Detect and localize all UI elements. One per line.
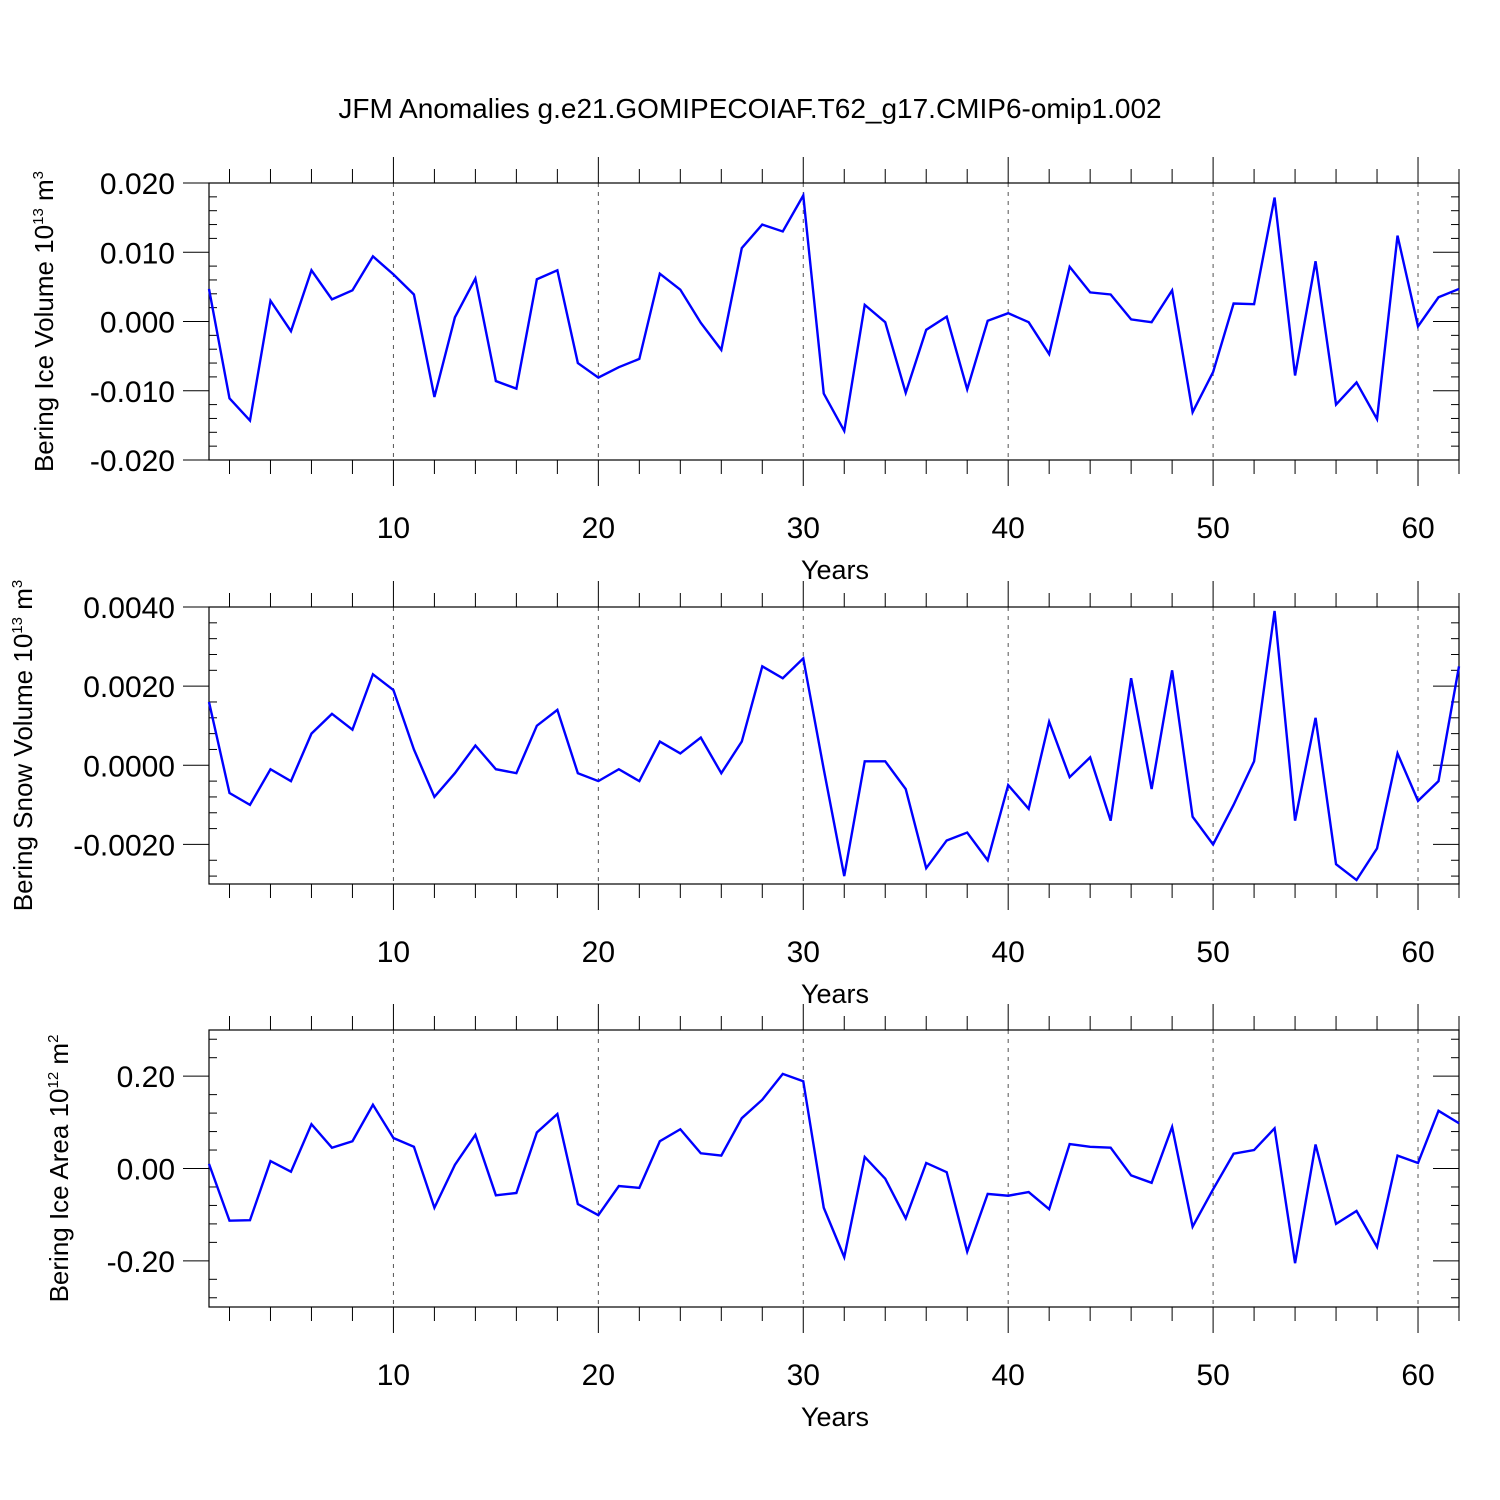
plot-frame [208,606,1460,885]
series-line-1 [207,1072,1460,1264]
x-tick-label: 10 [377,512,410,545]
x-tick-label: 10 [377,1359,410,1392]
y-tick-label: 0.010 [100,237,175,270]
y-label-unit-exponent: 3 [9,580,26,588]
y-label-unit: m [29,179,59,208]
x-tick-label: 60 [1401,1359,1434,1392]
plot-frame [208,1029,1460,1308]
x-tick-label: 30 [787,1359,820,1392]
x-tick-label: 10 [377,936,410,969]
x-tick-label: 40 [991,512,1024,545]
y-label-text: Bering Snow Volume 10 [8,634,38,912]
y-tick-label: 0.0020 [83,671,175,704]
y-label-unit: m [8,588,38,617]
x-tick-label: 50 [1196,936,1229,969]
y-label-text: Bering Ice Volume 10 [29,225,59,472]
y-axis-label: Bering Snow Volume 1013 m3 [8,580,38,911]
y-label-exponent: 13 [9,617,26,634]
x-tick-label: 20 [582,936,615,969]
y-tick-label: 0.00 [117,1154,175,1187]
y-tick-label: -0.020 [90,445,175,478]
x-tick-label: 50 [1196,512,1229,545]
y-tick-label: 0.000 [100,307,175,340]
x-axis-label: Years [801,979,869,1009]
x-tick-label: 20 [582,1359,615,1392]
plot-frame [208,182,1460,461]
x-axis-label: Years [801,1402,869,1432]
y-axis-label: Bering Ice Area 1012 m2 [44,1035,74,1303]
x-tick-label: 60 [1401,512,1434,545]
y-tick-label: 0.0040 [83,592,175,625]
y-label-unit: m [44,1043,74,1072]
figure-title: JFM Anomalies g.e21.GOMIPECOIAF.T62_g17.… [338,93,1161,124]
panel-1: -0.020 -0.010 0.000 0.010 0.020 10 20 30 40 50 60 Y… [29,157,1460,585]
y-tick-label: 0.020 [100,168,175,201]
y-label-exponent: 13 [30,208,47,225]
y-tick-label: 0.0000 [83,750,175,783]
series-line-1 [207,191,1460,435]
x-axis-label: Years [801,555,869,585]
x-tick-label: 40 [991,936,1024,969]
series-line-1 [207,610,1461,882]
y-tick-label: -0.0020 [73,829,175,862]
y-axis-label: Bering Ice Volume 1013 m3 [29,171,59,472]
x-tick-label: 60 [1401,936,1434,969]
x-tick-label: 30 [787,936,820,969]
x-tick-label: 50 [1196,1359,1229,1392]
y-label-exponent: 12 [45,1072,62,1089]
y-label-text: Bering Ice Area 10 [44,1089,74,1303]
y-label-unit-exponent: 2 [45,1035,62,1043]
x-tick-label: 20 [582,512,615,545]
y-tick-label: 0.20 [117,1061,175,1094]
y-label-unit-exponent: 3 [30,171,47,179]
x-tick-label: 30 [787,512,820,545]
y-tick-label: -0.010 [90,376,175,409]
y-tick-label: -0.20 [107,1246,175,1279]
panels: -0.020 -0.010 0.000 0.010 0.020 10 20 30 40 50 60 Y… [8,157,1461,1432]
panel-2: -0.0020 0.0000 0.0020 0.0040 10 20 30 40 50 60 Yea… [8,580,1461,1009]
panel-3: -0.20 0.00 0.20 10 20 30 40 50 60 Years Bering Ice… [44,1004,1460,1432]
x-tick-label: 40 [991,1359,1024,1392]
